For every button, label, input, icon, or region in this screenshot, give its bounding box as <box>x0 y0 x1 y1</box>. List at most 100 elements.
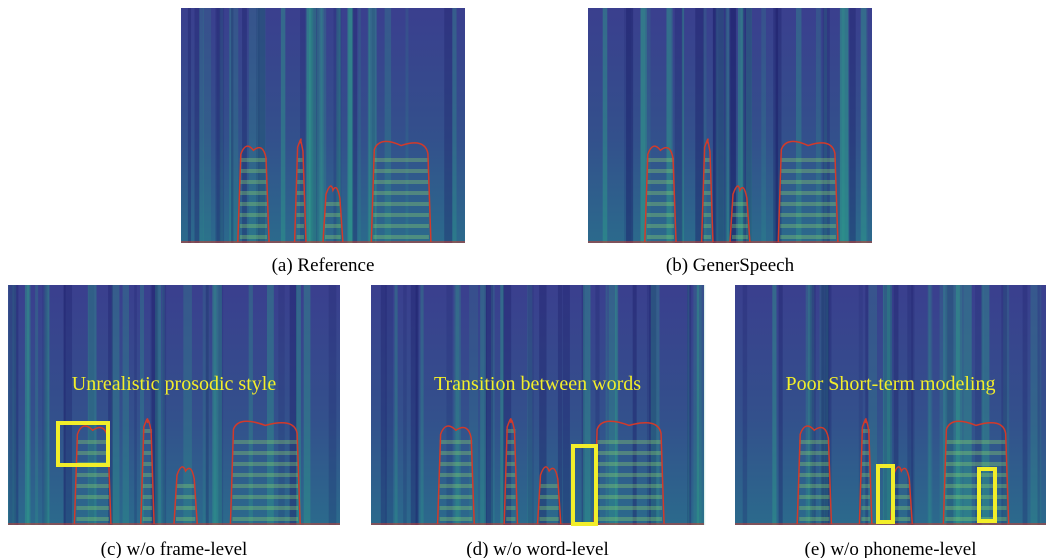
band <box>202 285 210 525</box>
band <box>740 8 745 243</box>
band <box>713 8 716 243</box>
band <box>695 8 704 243</box>
band <box>300 8 306 243</box>
spectrogram: Transition between words <box>371 285 706 526</box>
band <box>217 285 222 525</box>
harmonic <box>780 180 836 184</box>
band <box>605 285 608 525</box>
band <box>469 285 479 525</box>
band <box>280 8 286 243</box>
harmonic <box>799 484 830 488</box>
harmonic <box>506 462 516 466</box>
band <box>453 285 459 525</box>
harmonic <box>596 473 663 477</box>
harmonic <box>506 506 516 510</box>
band <box>640 8 646 243</box>
band <box>882 285 891 525</box>
band <box>562 285 570 525</box>
band <box>624 8 632 243</box>
band <box>194 8 200 243</box>
harmonic <box>142 462 153 466</box>
band <box>860 8 867 243</box>
band <box>420 285 424 525</box>
band <box>150 285 158 525</box>
harmonic <box>703 213 711 217</box>
band <box>256 8 266 243</box>
harmonic <box>76 440 109 444</box>
harmonic <box>945 506 1007 510</box>
band <box>503 285 512 525</box>
harmonic <box>596 495 663 499</box>
harmonic <box>439 473 473 477</box>
band <box>632 285 637 525</box>
harmonic <box>861 462 870 466</box>
band <box>821 285 825 525</box>
harmonic <box>799 451 830 455</box>
band <box>12 285 17 525</box>
band <box>581 285 585 525</box>
highlight-box <box>56 421 110 467</box>
harmonic <box>232 506 299 510</box>
harmonic <box>780 213 836 217</box>
caption: (a) Reference <box>272 255 375 276</box>
highlight-box <box>876 464 895 524</box>
harmonic <box>232 451 299 455</box>
harmonic <box>596 484 663 488</box>
harmonic <box>176 495 196 499</box>
harmonic <box>506 429 516 433</box>
harmonic <box>539 517 559 521</box>
band <box>257 8 266 243</box>
band <box>394 285 398 525</box>
harmonic <box>861 451 870 455</box>
band <box>883 285 893 525</box>
band <box>368 8 377 243</box>
band <box>858 285 863 525</box>
harmonic <box>799 462 830 466</box>
harmonic <box>780 169 836 173</box>
band <box>975 285 983 525</box>
pitch-contour <box>777 140 839 243</box>
pitch-contour <box>593 420 665 525</box>
band <box>500 285 504 525</box>
band <box>213 285 217 525</box>
harmonic <box>176 484 196 488</box>
harmonic <box>76 506 109 510</box>
harmonic <box>539 495 559 499</box>
harmonic <box>296 235 304 239</box>
pitch-contour <box>173 466 198 525</box>
harmonic <box>861 506 870 510</box>
band <box>939 285 948 525</box>
caption: (b) GenerSpeech <box>666 255 795 276</box>
harmonic <box>596 462 663 466</box>
band <box>338 8 341 243</box>
harmonic <box>596 506 663 510</box>
harmonic <box>296 202 304 206</box>
band <box>982 285 990 525</box>
harmonic <box>596 451 663 455</box>
band <box>819 285 829 525</box>
band <box>306 8 313 243</box>
harmonic <box>799 495 830 499</box>
pitch-contour <box>858 418 873 525</box>
harmonic <box>239 158 268 162</box>
highlight-box <box>977 467 997 523</box>
band <box>687 285 692 525</box>
harmonic <box>892 506 911 510</box>
band <box>333 8 342 243</box>
spectrogram-bg <box>181 8 465 243</box>
band <box>644 8 651 243</box>
band <box>773 8 778 243</box>
band <box>527 285 534 525</box>
band <box>321 8 324 243</box>
caption: (e) w/o phoneme-level <box>805 539 977 558</box>
band <box>775 8 779 243</box>
band <box>646 285 656 525</box>
band <box>954 285 960 525</box>
band <box>717 8 724 243</box>
band <box>615 285 619 525</box>
band <box>840 8 845 243</box>
band <box>216 8 225 243</box>
band <box>674 8 684 243</box>
pitch-contour <box>729 185 751 243</box>
harmonic <box>142 473 153 477</box>
